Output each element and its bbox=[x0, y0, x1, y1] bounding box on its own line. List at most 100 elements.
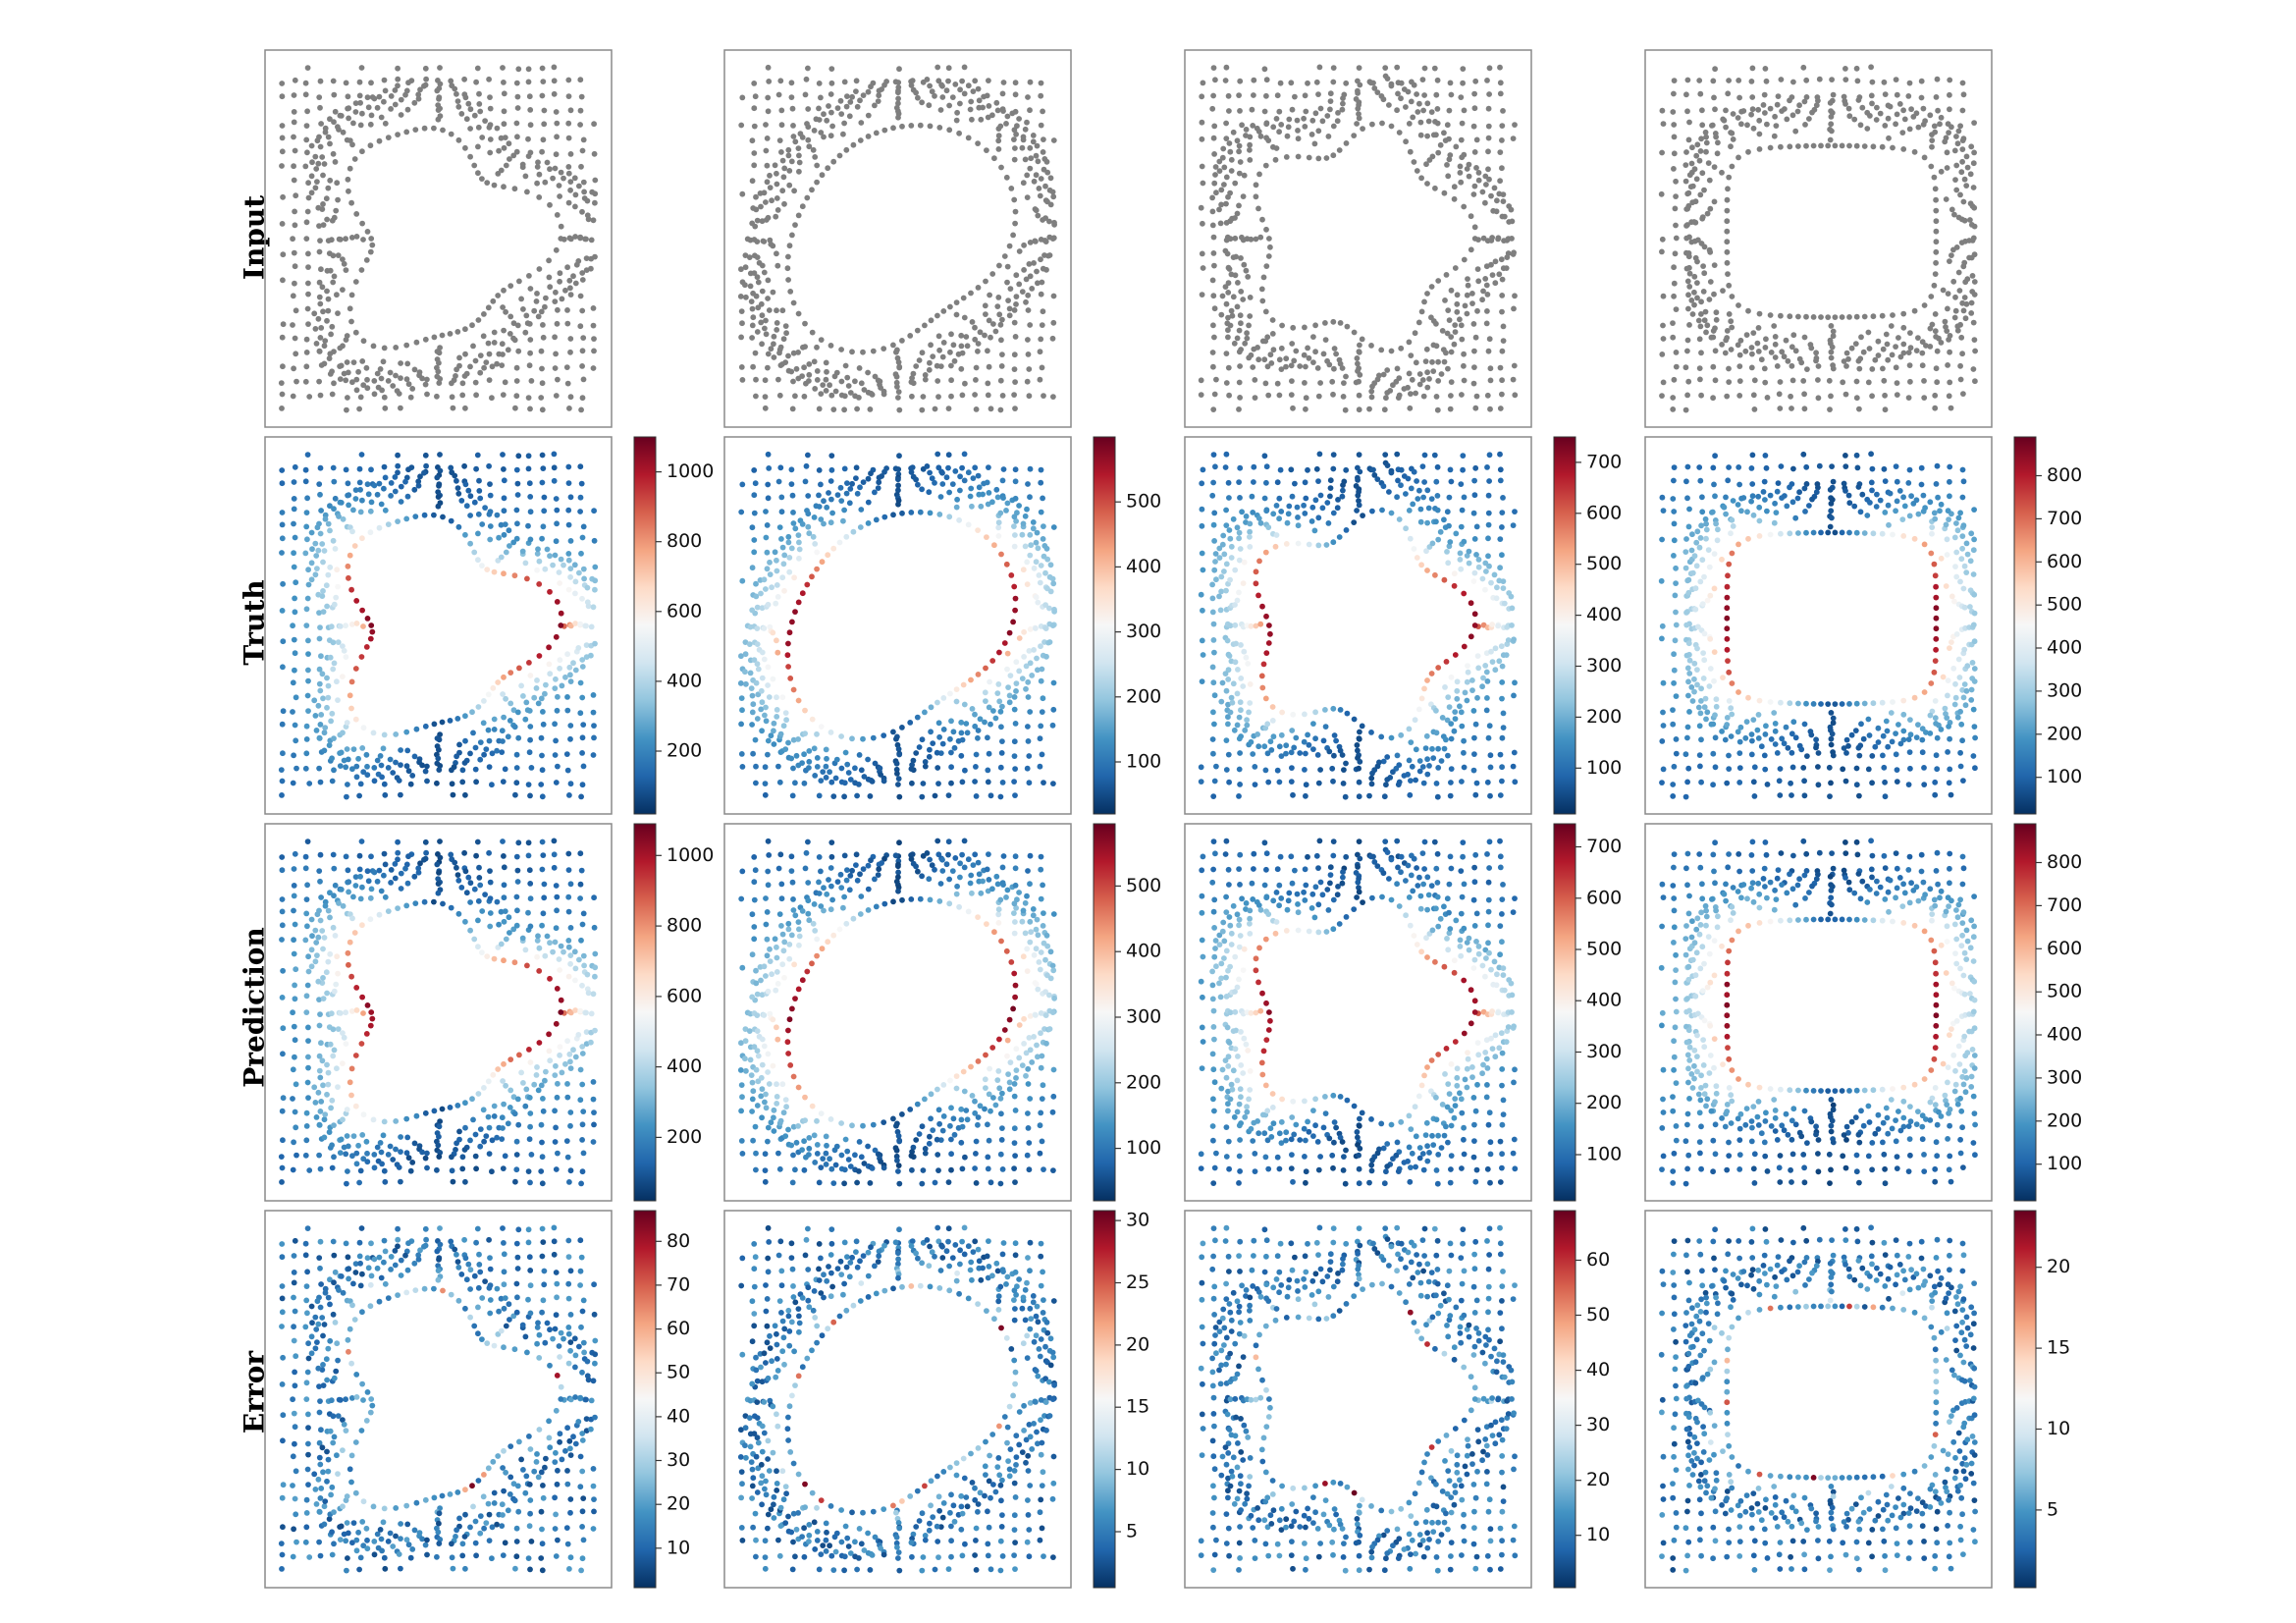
scatter-point bbox=[291, 506, 297, 513]
scatter-point bbox=[869, 779, 876, 784]
scatter-point bbox=[567, 960, 573, 967]
scatter-point bbox=[986, 750, 992, 757]
scatter-point bbox=[422, 1225, 429, 1232]
scatter-point bbox=[435, 1276, 442, 1283]
scatter-point bbox=[352, 1053, 359, 1058]
scatter-point bbox=[982, 1463, 988, 1470]
scatter-point bbox=[500, 1512, 506, 1518]
scatter-point bbox=[895, 888, 901, 894]
scatter-point bbox=[793, 752, 800, 759]
scatter-point bbox=[502, 1540, 508, 1546]
scatter-point bbox=[326, 742, 333, 748]
scatter-point bbox=[490, 1458, 497, 1465]
scatter-point bbox=[357, 1282, 364, 1289]
scatter-point bbox=[743, 680, 749, 687]
scatter-point bbox=[520, 693, 526, 699]
scatter-point bbox=[279, 1494, 286, 1501]
scatter-point bbox=[321, 747, 328, 754]
scatter-point bbox=[958, 730, 965, 736]
scatter-point bbox=[304, 1466, 311, 1473]
scatter-point bbox=[975, 728, 982, 733]
scatter-point bbox=[945, 406, 952, 411]
scatter-point bbox=[935, 394, 941, 400]
scatter-point bbox=[522, 329, 529, 336]
scatter-point bbox=[1035, 932, 1041, 939]
scatter-point bbox=[348, 1452, 355, 1459]
scatter-point bbox=[1037, 1122, 1043, 1129]
scatter-point bbox=[591, 537, 598, 544]
scatter-point bbox=[774, 1488, 780, 1493]
scatter-point bbox=[514, 322, 521, 329]
scatter-point bbox=[907, 333, 914, 339]
scatter-point bbox=[364, 616, 371, 622]
scatter-point bbox=[279, 1309, 286, 1316]
scatter-point bbox=[322, 902, 329, 909]
scatter-point bbox=[483, 359, 490, 365]
scatter-point bbox=[771, 728, 776, 734]
scatter-point bbox=[454, 1489, 461, 1495]
scatter-point bbox=[320, 1082, 326, 1089]
scatter-point bbox=[738, 653, 744, 660]
scatter-point bbox=[534, 1340, 540, 1347]
scatter-point bbox=[534, 1451, 540, 1457]
scatter-point bbox=[487, 136, 494, 142]
scatter-point bbox=[788, 368, 795, 375]
scatter-point bbox=[348, 705, 354, 712]
scatter-point bbox=[292, 667, 297, 674]
scatter-point bbox=[291, 1270, 297, 1275]
scatter-point bbox=[977, 1489, 984, 1496]
scatter-point bbox=[290, 293, 296, 299]
scatter-point bbox=[1025, 307, 1032, 313]
scatter-point bbox=[765, 1511, 772, 1518]
scatter-point bbox=[340, 1030, 346, 1036]
scatter-point bbox=[539, 1253, 546, 1260]
scatter-point bbox=[814, 162, 821, 169]
scatter-point bbox=[928, 1502, 934, 1509]
scatter-point bbox=[547, 1326, 553, 1333]
scatter-point bbox=[788, 868, 795, 874]
scatter-point bbox=[435, 1268, 442, 1273]
scatter-point bbox=[280, 1482, 287, 1488]
scatter-point bbox=[578, 163, 584, 170]
scatter-point bbox=[763, 1491, 770, 1498]
scatter-point bbox=[893, 735, 899, 742]
scatter-point bbox=[368, 1009, 375, 1015]
scatter-point bbox=[591, 894, 597, 901]
scatter-point bbox=[368, 886, 375, 893]
scatter-point bbox=[334, 1065, 340, 1072]
scatter-point bbox=[556, 569, 562, 575]
scatter-point bbox=[327, 267, 334, 274]
scatter-point bbox=[1040, 1082, 1046, 1089]
scatter-point bbox=[1047, 201, 1054, 208]
scatter-point bbox=[539, 452, 546, 459]
scatter-point bbox=[411, 753, 418, 760]
scatter-point bbox=[998, 1110, 1004, 1117]
scatter-point bbox=[908, 123, 915, 129]
scatter-point bbox=[541, 494, 548, 501]
scatter-point bbox=[834, 879, 841, 885]
scatter-point bbox=[403, 129, 410, 135]
scatter-point bbox=[353, 1537, 360, 1543]
scatter-point bbox=[485, 340, 492, 347]
scatter-point bbox=[580, 1537, 587, 1543]
scatter-point bbox=[291, 1294, 296, 1301]
scatter-point bbox=[353, 985, 360, 991]
scatter-point bbox=[838, 765, 845, 772]
scatter-point bbox=[1047, 975, 1054, 982]
scatter-point bbox=[353, 621, 360, 626]
scatter-point bbox=[511, 337, 518, 344]
scatter-point bbox=[348, 318, 354, 325]
scatter-point bbox=[953, 504, 960, 511]
scatter-point bbox=[434, 1248, 441, 1255]
scatter-point bbox=[766, 694, 773, 700]
scatter-point bbox=[467, 880, 474, 887]
scatter-point bbox=[778, 107, 785, 114]
scatter-point bbox=[475, 530, 481, 537]
scatter-point bbox=[331, 478, 338, 485]
scatter-point bbox=[806, 1135, 813, 1141]
scatter-point bbox=[360, 1542, 367, 1549]
scatter-point bbox=[976, 97, 983, 104]
scatter-point bbox=[739, 1151, 746, 1157]
scatter-point bbox=[852, 1539, 858, 1545]
scatter-point bbox=[814, 1142, 821, 1148]
